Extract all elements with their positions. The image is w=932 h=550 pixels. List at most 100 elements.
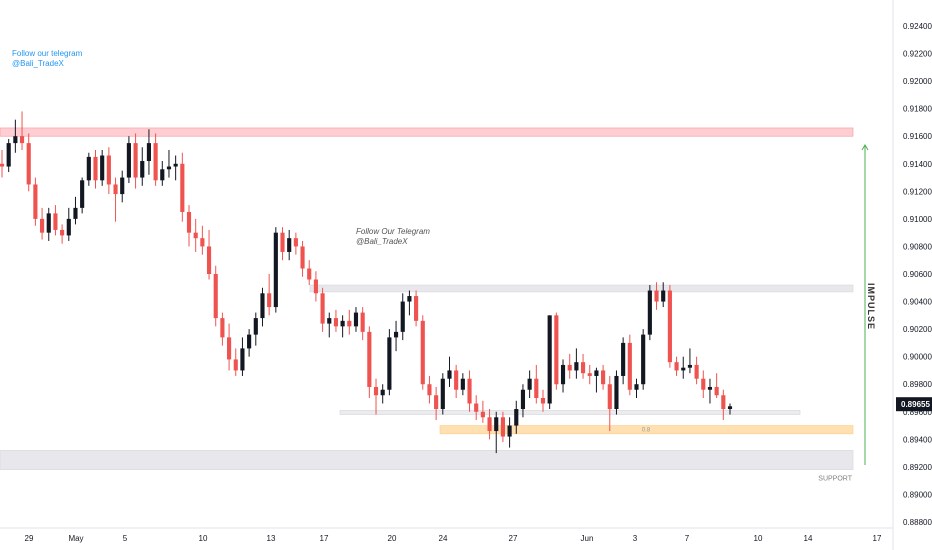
watermark-line2: @Bali_TradeX	[356, 237, 408, 246]
candle-body	[313, 279, 318, 294]
time-axis[interactable]: 29 May 5 10 13 17 20 24 27 Jun 3 7 10 14 17	[25, 534, 882, 543]
candle-body	[400, 301, 405, 332]
candle-body	[120, 177, 125, 195]
candle	[460, 373, 465, 396]
time-tick-label: 13	[267, 534, 276, 543]
price-tick-label: 0.90400	[903, 298, 932, 307]
candle-body	[193, 232, 198, 239]
zone-resistance	[0, 127, 854, 137]
candle	[93, 150, 98, 189]
candle-body	[80, 180, 85, 208]
candle	[240, 337, 245, 376]
candle-body	[661, 290, 666, 302]
candle	[213, 265, 218, 327]
candle-body	[40, 218, 45, 233]
current-price-label: 0.89655	[901, 400, 930, 409]
candle	[86, 152, 91, 186]
candle-body	[594, 370, 599, 376]
candle-body	[540, 398, 546, 404]
candle	[681, 356, 686, 379]
candle-body	[213, 274, 218, 319]
candle	[66, 207, 71, 241]
candle	[287, 229, 292, 261]
candle-body	[721, 395, 726, 410]
candle	[707, 378, 713, 404]
candle-body	[233, 359, 238, 371]
candle-body	[240, 348, 245, 371]
candle	[387, 329, 392, 396]
candle	[133, 133, 138, 189]
candle-body	[60, 229, 65, 236]
time-tick-label: May	[68, 534, 83, 543]
candle	[140, 147, 145, 186]
candle-body	[393, 331, 399, 338]
candle	[674, 356, 679, 376]
candle	[520, 384, 526, 418]
candle	[500, 411, 505, 443]
candle	[714, 373, 719, 398]
price-axis[interactable]: 0.92400 0.92200 0.92000 0.91800 0.91600 0.914…	[903, 22, 932, 527]
candle	[60, 224, 65, 244]
time-tick-label: 27	[509, 534, 518, 543]
time-tick-label: Jun	[581, 534, 594, 543]
candle	[100, 150, 105, 186]
candle-body	[46, 213, 51, 233]
candle-body	[126, 143, 131, 178]
candle-body	[634, 384, 639, 390]
candle	[146, 129, 152, 175]
zone-mid-range	[309, 284, 854, 293]
candle	[621, 337, 626, 385]
candle	[540, 389, 546, 412]
candle	[641, 329, 646, 390]
candle	[340, 315, 345, 338]
candle	[220, 312, 225, 346]
price-tick-label: 0.90000	[903, 353, 932, 362]
candle	[33, 177, 38, 226]
zone-label-fib: 0.8	[642, 428, 651, 434]
candle-body	[260, 293, 265, 319]
candle	[380, 384, 385, 404]
candle-body	[500, 417, 505, 437]
candle-body	[220, 318, 225, 338]
candle-body	[507, 425, 512, 437]
candle	[80, 177, 85, 214]
time-tick-label: 10	[754, 534, 763, 543]
candle	[19, 111, 25, 150]
candle-body	[447, 370, 452, 379]
candle	[487, 409, 492, 440]
time-tick-label: 29	[25, 534, 34, 543]
candle	[173, 155, 178, 181]
candle-body	[293, 238, 298, 247]
candle	[654, 282, 659, 310]
candle-body	[681, 367, 686, 371]
candle	[514, 400, 519, 434]
candle-body	[113, 184, 118, 195]
candle	[247, 329, 252, 357]
candle	[727, 403, 733, 415]
price-tick-label: 0.91800	[903, 105, 932, 114]
candle	[507, 417, 512, 448]
candle	[320, 287, 325, 332]
candle	[414, 290, 419, 327]
candle	[6, 138, 11, 173]
time-tick-label: 24	[439, 534, 448, 543]
candle	[353, 307, 359, 332]
candle	[126, 136, 131, 184]
candle	[567, 353, 572, 379]
candle-body	[273, 232, 278, 308]
candle	[701, 370, 706, 398]
candle	[153, 133, 158, 186]
candle	[260, 287, 265, 327]
zone-fib	[439, 425, 854, 435]
candle-body	[253, 318, 258, 335]
candle-body	[694, 364, 699, 379]
price-tick-label: 0.89400	[903, 435, 932, 444]
candle-body	[607, 384, 612, 410]
candle	[166, 150, 172, 178]
candle-body	[714, 386, 719, 396]
candle	[200, 225, 205, 255]
candle-layer	[0, 111, 733, 454]
candle	[627, 334, 632, 396]
candle-body	[206, 246, 212, 274]
